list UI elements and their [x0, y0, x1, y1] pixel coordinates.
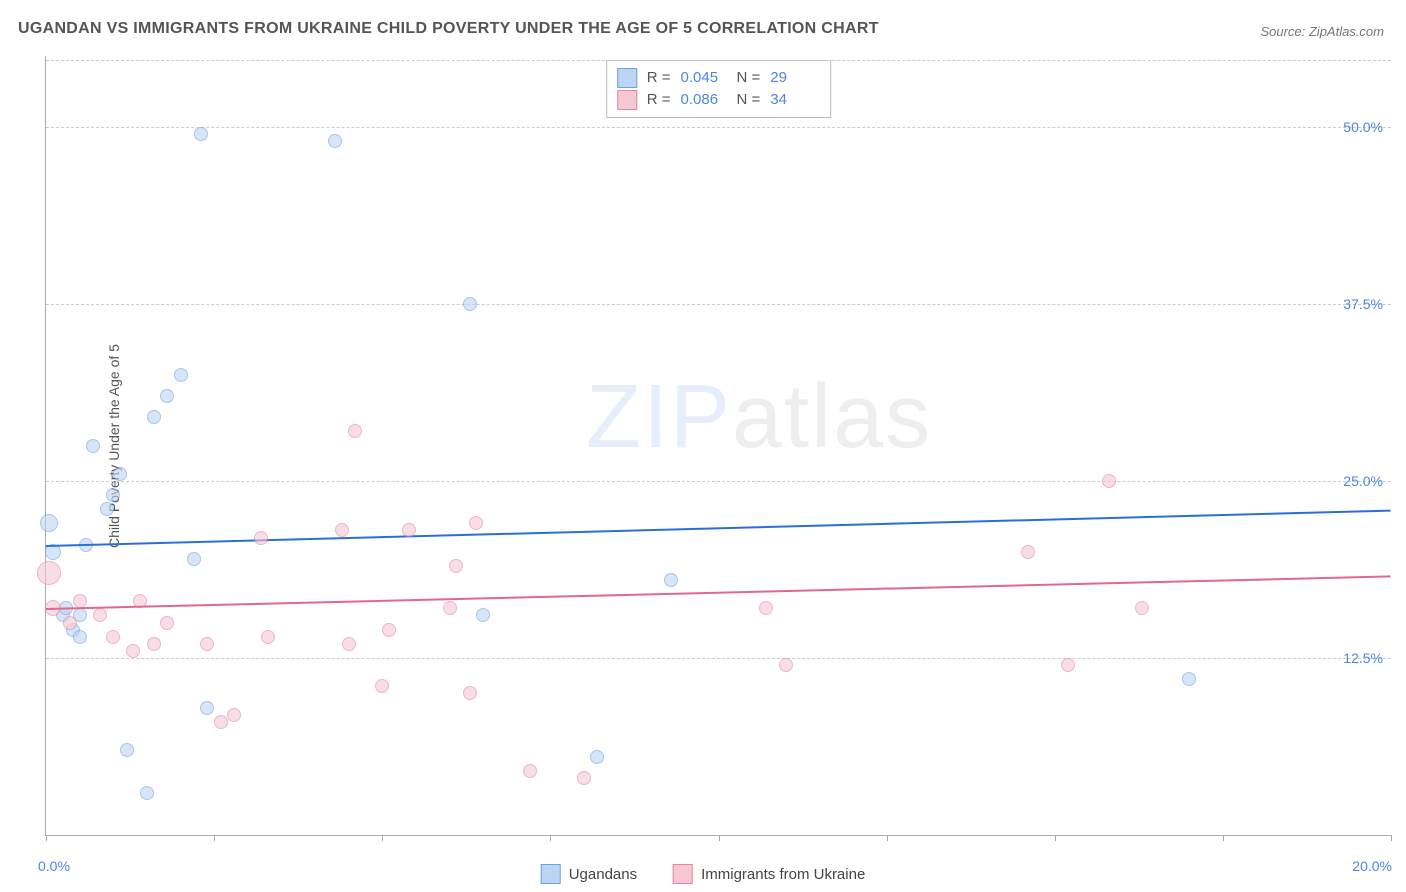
x-tick — [382, 835, 383, 841]
data-point-series-1 — [106, 630, 120, 644]
data-point-series-1 — [443, 601, 457, 615]
stats-n-value-0: 29 — [770, 67, 816, 89]
data-point-series-0 — [106, 488, 120, 502]
plot-area: ZIPatlas R = 0.045 N = 29 R = 0.086 N = … — [45, 56, 1391, 836]
data-point-series-1 — [126, 644, 140, 658]
data-point-series-1 — [200, 637, 214, 651]
source-name: ZipAtlas.com — [1309, 24, 1384, 39]
gridline-h — [46, 658, 1391, 659]
stats-row-series-0: R = 0.045 N = 29 — [617, 67, 817, 89]
stats-n-label: N = — [737, 67, 761, 89]
stats-r-label: R = — [647, 89, 671, 111]
x-tick — [1055, 835, 1056, 841]
data-point-series-0 — [187, 552, 201, 566]
data-point-series-0 — [328, 134, 342, 148]
data-point-series-0 — [664, 573, 678, 587]
gridline-h — [46, 481, 1391, 482]
data-point-series-1 — [63, 616, 77, 630]
data-point-series-0 — [200, 701, 214, 715]
y-tick-label: 50.0% — [1343, 119, 1383, 135]
stats-r-label: R = — [647, 67, 671, 89]
data-point-series-0 — [160, 389, 174, 403]
stats-n-label: N = — [737, 89, 761, 111]
legend-item-1: Immigrants from Ukraine — [673, 864, 865, 884]
data-point-series-1 — [449, 559, 463, 573]
data-point-series-0 — [73, 630, 87, 644]
x-tick — [1391, 835, 1392, 841]
data-point-series-1 — [147, 637, 161, 651]
legend-label-0: Ugandans — [569, 866, 637, 883]
legend-item-0: Ugandans — [541, 864, 637, 884]
swatch-series-0 — [617, 68, 637, 88]
data-point-series-1 — [254, 531, 268, 545]
data-point-series-1 — [375, 679, 389, 693]
y-tick-label: 12.5% — [1343, 650, 1383, 666]
stats-n-value-1: 34 — [770, 89, 816, 111]
data-point-series-1 — [463, 686, 477, 700]
chart-title: UGANDAN VS IMMIGRANTS FROM UKRAINE CHILD… — [18, 20, 879, 38]
y-tick-label: 25.0% — [1343, 473, 1383, 489]
data-point-series-0 — [463, 297, 477, 311]
data-point-series-1 — [779, 658, 793, 672]
legend-label-1: Immigrants from Ukraine — [701, 866, 865, 883]
data-point-series-0 — [40, 514, 58, 532]
data-point-series-1 — [342, 637, 356, 651]
stats-r-value-1: 0.086 — [681, 89, 727, 111]
data-point-series-1 — [261, 630, 275, 644]
stats-r-value-0: 0.045 — [681, 67, 727, 89]
stats-legend: R = 0.045 N = 29 R = 0.086 N = 34 — [606, 60, 832, 118]
data-point-series-0 — [120, 743, 134, 757]
x-tick — [887, 835, 888, 841]
data-point-series-0 — [174, 368, 188, 382]
data-point-series-1 — [1135, 601, 1149, 615]
data-point-series-1 — [214, 715, 228, 729]
data-point-series-1 — [382, 623, 396, 637]
gridline-h — [46, 304, 1391, 305]
x-tick — [1223, 835, 1224, 841]
data-point-series-0 — [140, 786, 154, 800]
data-point-series-1 — [227, 708, 241, 722]
gridline-h — [46, 127, 1391, 128]
stats-row-series-1: R = 0.086 N = 34 — [617, 89, 817, 111]
data-point-series-0 — [100, 502, 114, 516]
y-tick-label: 37.5% — [1343, 296, 1383, 312]
data-point-series-1 — [1061, 658, 1075, 672]
x-tick — [46, 835, 47, 841]
trend-line-series-0 — [46, 509, 1391, 546]
data-point-series-1 — [335, 523, 349, 537]
source-attribution: Source: ZipAtlas.com — [1260, 24, 1384, 39]
data-point-series-1 — [523, 764, 537, 778]
x-axis-min-label: 0.0% — [38, 858, 70, 874]
x-tick — [719, 835, 720, 841]
data-point-series-0 — [113, 467, 127, 481]
x-tick — [214, 835, 215, 841]
data-point-series-0 — [476, 608, 490, 622]
data-point-series-1 — [1102, 474, 1116, 488]
data-point-series-0 — [590, 750, 604, 764]
source-prefix: Source: — [1260, 24, 1308, 39]
data-point-series-1 — [577, 771, 591, 785]
data-point-series-1 — [93, 608, 107, 622]
data-point-series-1 — [1021, 545, 1035, 559]
legend-swatch-0 — [541, 864, 561, 884]
trend-line-series-1 — [46, 576, 1391, 611]
data-point-series-1 — [469, 516, 483, 530]
data-point-series-1 — [402, 523, 416, 537]
watermark: ZIPatlas — [586, 366, 932, 469]
x-axis-max-label: 20.0% — [1352, 858, 1392, 874]
data-point-series-1 — [348, 424, 362, 438]
data-point-series-1 — [160, 616, 174, 630]
chart-container: UGANDAN VS IMMIGRANTS FROM UKRAINE CHILD… — [0, 0, 1406, 892]
legend-swatch-1 — [673, 864, 693, 884]
swatch-series-1 — [617, 90, 637, 110]
data-point-series-0 — [194, 127, 208, 141]
bottom-legend: Ugandans Immigrants from Ukraine — [541, 864, 866, 884]
data-point-series-0 — [147, 410, 161, 424]
data-point-series-1 — [37, 561, 61, 585]
gridline-h — [46, 60, 1391, 61]
data-point-series-1 — [759, 601, 773, 615]
data-point-series-0 — [1182, 672, 1196, 686]
data-point-series-0 — [86, 439, 100, 453]
x-tick — [550, 835, 551, 841]
